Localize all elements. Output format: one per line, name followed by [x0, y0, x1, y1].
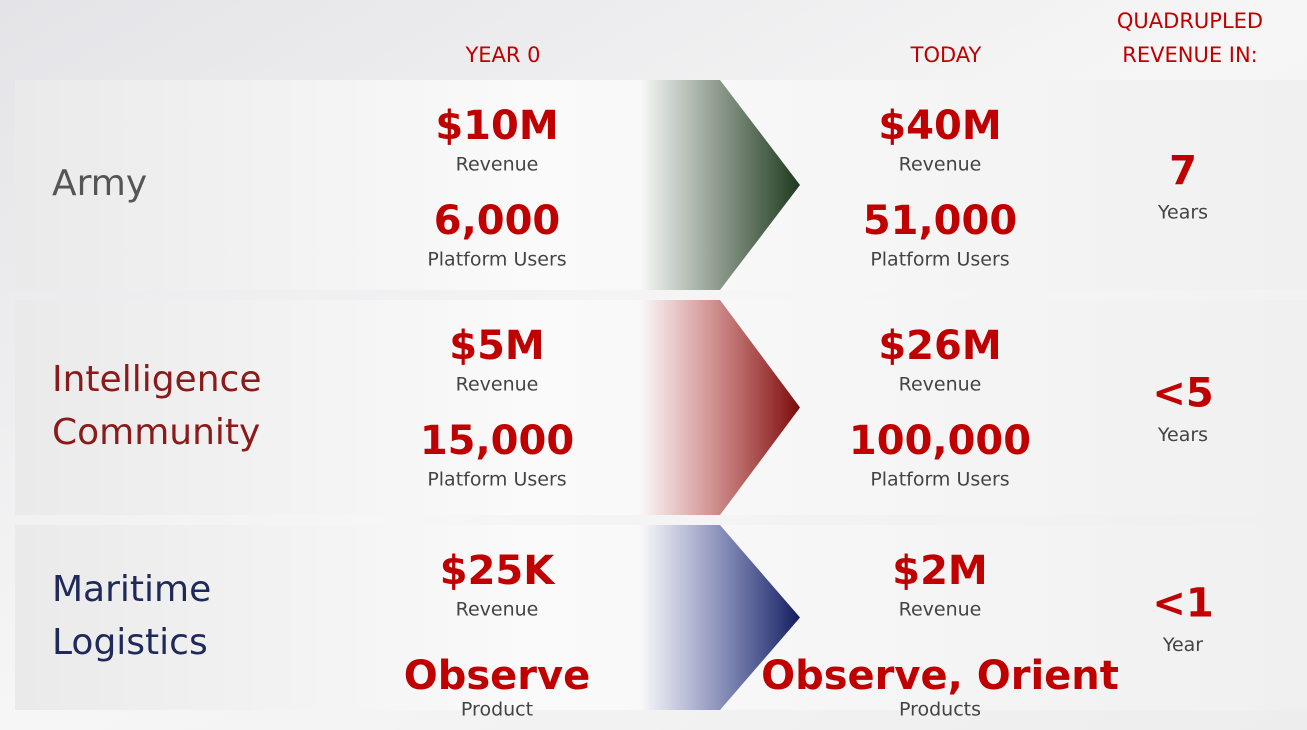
growth-label: Years: [1157, 424, 1208, 446]
metric-label: Revenue: [899, 599, 982, 621]
header-growth: REVENUE IN:: [1122, 43, 1258, 67]
row-name: Logistics: [52, 622, 208, 663]
growth-label: Year: [1162, 634, 1203, 656]
metric-value: 6,000: [434, 198, 561, 244]
row-name: Army: [52, 163, 147, 204]
arrow: [640, 525, 800, 710]
metric-value: $10M: [435, 103, 558, 149]
growth-label: Years: [1157, 202, 1208, 224]
header-year0: YEAR 0: [464, 43, 540, 67]
metric-label: Platform Users: [870, 249, 1009, 271]
metric-label: Product: [461, 699, 533, 721]
metric-label: Products: [899, 699, 981, 721]
metric-value: $25K: [440, 548, 556, 594]
metric-label: Revenue: [456, 154, 539, 176]
metric-value: Observe: [404, 653, 591, 699]
growth-value: <1: [1152, 581, 1213, 627]
metric-value: 51,000: [863, 198, 1017, 244]
metric-label: Platform Users: [427, 249, 566, 271]
metric-value: $40M: [878, 103, 1001, 149]
metric-label: Platform Users: [427, 469, 566, 491]
row-name: Maritime: [52, 569, 211, 610]
metric-value: $5M: [449, 323, 544, 369]
header-today: TODAY: [910, 43, 982, 67]
metric-label: Revenue: [456, 374, 539, 396]
growth-value: <5: [1152, 371, 1213, 417]
metric-label: Revenue: [899, 154, 982, 176]
growth-value: 7: [1169, 148, 1197, 194]
metric-value: 15,000: [420, 418, 574, 464]
header-growth: QUADRUPLED: [1117, 9, 1263, 33]
metric-value: 100,000: [849, 418, 1031, 464]
metric-label: Revenue: [899, 374, 982, 396]
row-name: Community: [52, 412, 260, 453]
metric-label: Platform Users: [870, 469, 1009, 491]
metric-value: $26M: [878, 323, 1001, 369]
row-name: Intelligence: [52, 359, 261, 400]
metric-value: Observe, Orient: [761, 653, 1119, 699]
arrow: [640, 300, 800, 515]
arrow: [640, 80, 800, 290]
metric-value: $2M: [892, 548, 987, 594]
metric-label: Revenue: [456, 599, 539, 621]
